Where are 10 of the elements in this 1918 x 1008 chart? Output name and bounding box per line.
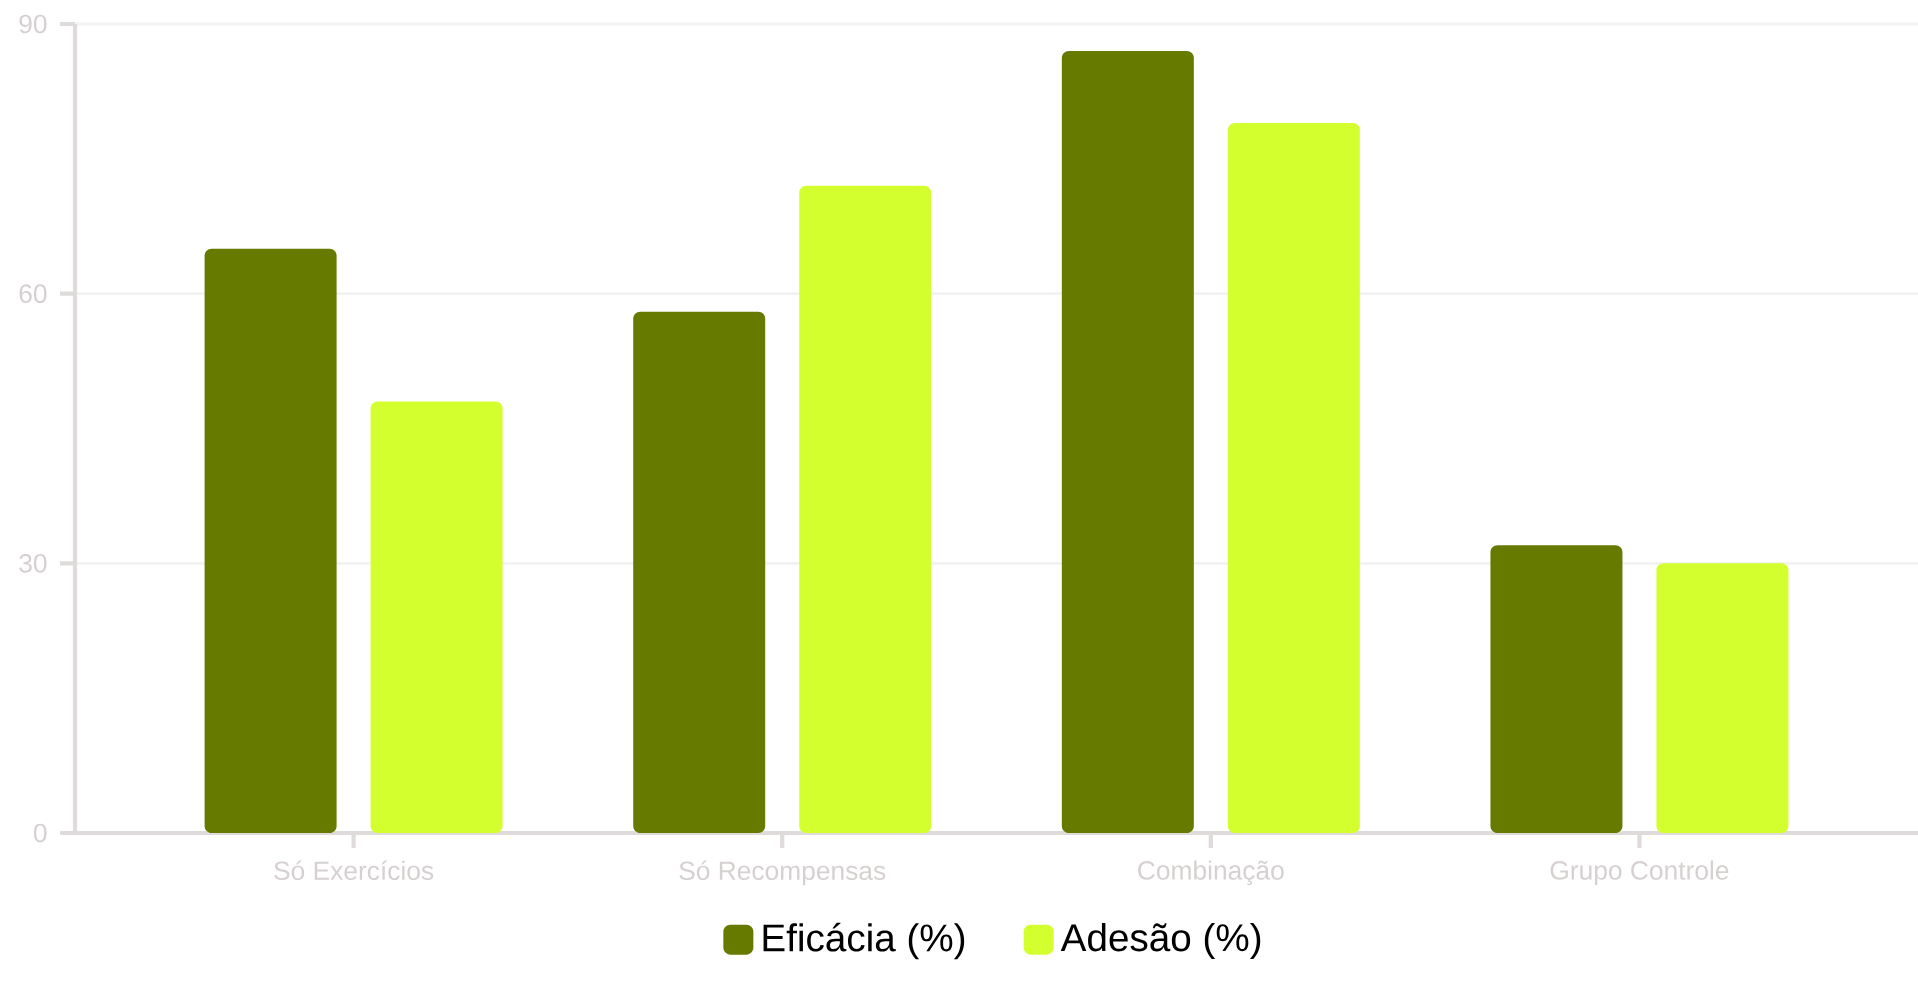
bar xyxy=(633,311,766,833)
bar xyxy=(799,185,932,833)
legend-label: Adesão (%) xyxy=(1060,923,1261,959)
bar xyxy=(1490,545,1623,833)
legend-label: Eficácia (%) xyxy=(763,922,965,960)
bar xyxy=(1061,50,1194,833)
bar xyxy=(204,248,337,833)
bar xyxy=(1227,122,1360,833)
bar xyxy=(370,401,503,833)
bar xyxy=(1656,563,1789,833)
